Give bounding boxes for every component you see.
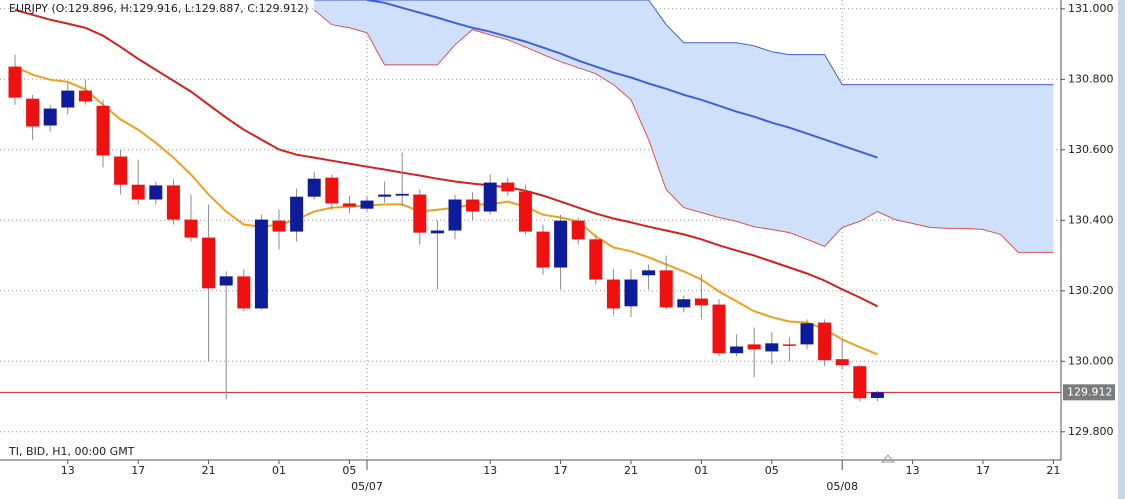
cloud-span-a (313, 9, 1054, 253)
x-tick-label: 05 (342, 464, 356, 477)
x-tick-label: 13 (906, 464, 920, 477)
candle-body (325, 177, 339, 204)
candle-body (483, 182, 497, 212)
candle-body (26, 98, 40, 127)
candle-body (149, 185, 163, 200)
candle-body (466, 199, 480, 212)
x-tick-label: 01 (694, 464, 708, 477)
chart-title: EURJPY (O:129.896, H:129.916, L:129.887,… (9, 2, 308, 15)
candle-body (166, 185, 180, 220)
candle-body (870, 392, 884, 398)
candle-body (765, 343, 779, 352)
candle-body (712, 304, 726, 354)
candle-body (501, 182, 515, 192)
candle-body (237, 276, 251, 309)
axis-layer: 129.800 130.000 130.200 130.400 130.600 130.8… (61, 2, 1115, 493)
candle-body (835, 359, 849, 366)
candle-layer (8, 54, 884, 402)
y-tick-label: 130.400 (1068, 213, 1114, 226)
candle-body (219, 276, 233, 286)
last-price-label: 129.912 (1067, 385, 1113, 398)
candle-body (853, 366, 867, 399)
shift-marker (880, 454, 896, 463)
candle-body (43, 108, 57, 126)
x-tick-label: 17 (554, 464, 568, 477)
candle-body (202, 237, 216, 289)
candle-body (307, 178, 321, 197)
candle-body (606, 279, 620, 309)
candle-body (131, 184, 145, 200)
cloud-span-b (314, 0, 1054, 86)
x-tick-label: 13 (483, 464, 497, 477)
y-tick-label: 129.800 (1068, 425, 1114, 438)
candle-body (290, 196, 304, 232)
candle-body (818, 322, 832, 361)
candle-body (360, 200, 374, 209)
date-label: 05/07 (351, 480, 383, 493)
candle-body (677, 299, 691, 308)
date-label: 05/08 (826, 480, 858, 493)
candle-body (747, 344, 761, 350)
indicator-line (14, 65, 878, 356)
candle-body (554, 220, 568, 268)
y-tick-label: 130.000 (1068, 354, 1114, 367)
candle-body (8, 66, 22, 98)
candle-body (448, 199, 462, 231)
last-price-box (1063, 384, 1115, 401)
candle-body (96, 105, 110, 156)
candle-body (272, 220, 286, 232)
x-tick-label: 17 (131, 464, 145, 477)
cloud-layer (313, 0, 1054, 253)
candle-body (782, 344, 796, 346)
candle-body (254, 219, 268, 309)
candle-body (413, 194, 427, 233)
candle-body (378, 194, 392, 197)
candle-body (395, 193, 409, 196)
candle-body (114, 156, 128, 185)
cloud-fill (314, 0, 1054, 253)
candle-body (78, 90, 92, 102)
candle-body (730, 346, 744, 354)
x-tick-label: 17 (976, 464, 990, 477)
candle-body (184, 219, 198, 238)
candle-body (61, 90, 75, 108)
candle-body (571, 220, 585, 240)
y-tick-label: 130.800 (1068, 72, 1114, 85)
y-tick-label: 131.000 (1068, 2, 1114, 15)
window-frame (1118, 0, 1125, 499)
x-tick-label: 01 (272, 464, 286, 477)
x-tick-label: 21 (1046, 464, 1060, 477)
chart-footer: TI, BID, H1, 00:00 GMT (8, 445, 135, 458)
y-tick-label: 130.200 (1068, 284, 1114, 297)
candle-body (518, 191, 532, 232)
x-tick-label: 05 (765, 464, 779, 477)
x-tick-label: 21 (624, 464, 638, 477)
candle-body (430, 230, 444, 234)
candle-body (589, 239, 603, 280)
x-tick-label: 21 (202, 464, 216, 477)
x-tick-label: 13 (61, 464, 75, 477)
line-layer (0, 0, 1061, 393)
candle-body (536, 231, 550, 268)
candle-body (659, 270, 673, 308)
indicator-line (366, 0, 878, 159)
candle-body (642, 270, 656, 276)
indicator-line (14, 8, 878, 308)
y-tick-label: 130.600 (1068, 143, 1114, 156)
candle-body (800, 323, 814, 345)
candle-body (694, 298, 708, 306)
candle-body (624, 279, 638, 307)
candle-body (342, 203, 356, 207)
